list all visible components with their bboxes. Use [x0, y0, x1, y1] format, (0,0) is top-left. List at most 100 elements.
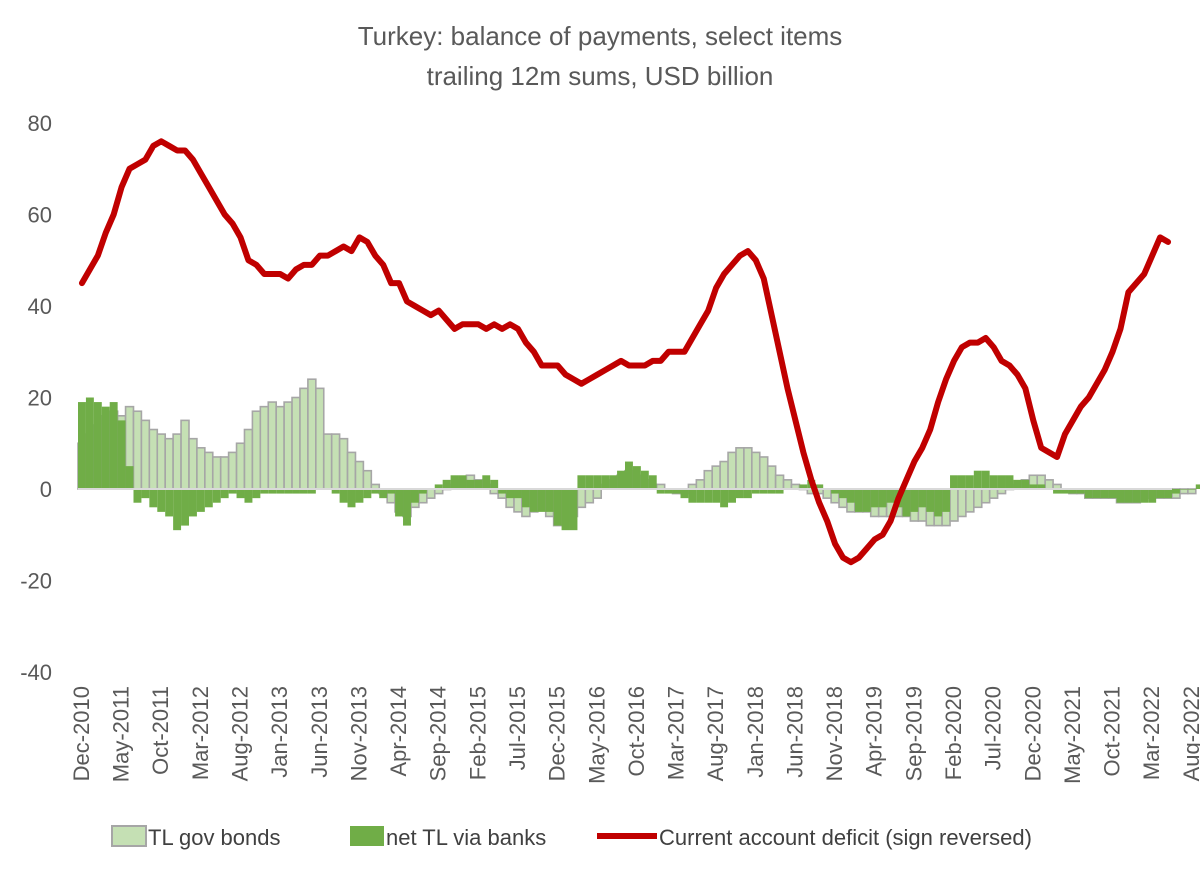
- y-tick-label: 20: [28, 386, 52, 411]
- bar-net-tl-via-banks: [553, 489, 562, 526]
- bar-tl-gov-bonds: [592, 488, 603, 499]
- bar-tl-gov-bonds: [727, 451, 737, 490]
- bar-tl-gov-bonds: [354, 460, 365, 490]
- bar-net-tl-via-banks: [989, 475, 998, 489]
- bar-net-tl-via-banks: [220, 489, 229, 499]
- bar-tl-gov-bonds: [751, 451, 761, 490]
- bar-net-tl-via-banks: [704, 489, 713, 503]
- bar-net-tl-via-banks: [1013, 479, 1022, 489]
- bar-net-tl-via-banks: [775, 489, 784, 494]
- series-net-tl-via-banks: [78, 397, 1200, 531]
- bar-tl-gov-bonds: [1044, 479, 1054, 490]
- x-tick-label: Dec-2010: [69, 686, 94, 781]
- bar-net-tl-via-banks: [529, 489, 538, 512]
- bar-net-tl-via-banks: [307, 489, 316, 494]
- bar-net-tl-via-banks: [181, 489, 189, 526]
- bar-net-tl-via-banks: [188, 489, 197, 517]
- bar-net-tl-via-banks: [252, 489, 261, 499]
- x-tick-label: Mar-2017: [664, 686, 689, 780]
- bar-net-tl-via-banks: [1068, 489, 1077, 494]
- bar-net-tl-via-banks: [1100, 489, 1109, 499]
- bar-tl-gov-bonds: [576, 488, 587, 509]
- bar-tl-gov-bonds: [426, 488, 436, 499]
- bar-net-tl-via-banks: [942, 489, 951, 512]
- bar-net-tl-via-banks: [957, 475, 966, 489]
- bar-net-tl-via-banks: [506, 489, 515, 499]
- bar-net-tl-via-banks: [561, 489, 570, 531]
- x-tick-label: Oct-2021: [1100, 686, 1125, 777]
- bar-tl-gov-bonds: [315, 387, 325, 490]
- bar-net-tl-via-banks: [1005, 475, 1014, 489]
- bar-net-tl-via-banks: [236, 489, 245, 499]
- x-tick-label: May-2016: [584, 686, 609, 784]
- series-current-account-deficit: [78, 138, 1172, 566]
- bar-net-tl-via-banks: [728, 489, 736, 503]
- bar-net-tl-via-banks: [672, 489, 681, 494]
- bar-net-tl-via-banks: [133, 489, 142, 503]
- bar-net-tl-via-banks: [1148, 489, 1157, 503]
- bar-net-tl-via-banks: [799, 484, 808, 489]
- x-tick-label: Sep-2019: [901, 686, 926, 781]
- bar-tl-gov-bonds: [307, 378, 317, 490]
- line-current-account-deficit: [78, 138, 1172, 566]
- bar-tl-gov-bonds: [148, 428, 159, 490]
- bar-net-tl-via-banks: [474, 479, 483, 489]
- x-tick-label: Feb-2015: [465, 686, 490, 780]
- bar-tl-gov-bonds: [196, 447, 206, 490]
- bar-net-tl-via-banks: [1195, 484, 1200, 489]
- y-tick-label: 80: [28, 111, 52, 136]
- bar-net-tl-via-banks: [886, 489, 895, 503]
- bar-net-tl-via-banks: [846, 489, 855, 503]
- bar-tl-gov-bonds: [965, 488, 975, 513]
- bar-net-tl-via-banks: [1172, 489, 1180, 494]
- bar-net-tl-via-banks: [173, 489, 182, 531]
- x-tick-label: Jan-2018: [743, 686, 768, 778]
- bar-tl-gov-bonds: [275, 405, 285, 490]
- bar-net-tl-via-banks: [854, 489, 863, 512]
- bar-net-tl-via-banks: [680, 489, 689, 499]
- bar-net-tl-via-banks: [593, 475, 602, 489]
- bar-net-tl-via-banks: [490, 479, 499, 489]
- bar-net-tl-via-banks: [228, 489, 237, 494]
- x-tick-label: Dec-2015: [545, 686, 570, 781]
- bar-net-tl-via-banks: [973, 470, 982, 489]
- bar-net-tl-via-banks: [878, 489, 887, 508]
- bar-tl-gov-bonds: [243, 428, 254, 490]
- bar-tl-gov-bonds: [766, 465, 777, 490]
- x-tick-label: Feb-2020: [941, 686, 966, 780]
- bar-net-tl-via-banks: [331, 489, 340, 494]
- bar-net-tl-via-banks: [1084, 489, 1093, 499]
- bar-net-tl-via-banks: [609, 475, 618, 489]
- bar-net-tl-via-banks: [157, 489, 166, 512]
- bar-net-tl-via-banks: [149, 489, 158, 508]
- bar-net-tl-via-banks: [735, 489, 744, 499]
- bar-net-tl-via-banks: [1187, 489, 1196, 490]
- x-tick-label: Jul-2015: [505, 686, 530, 770]
- bar-tl-gov-bonds: [338, 437, 349, 490]
- bar-net-tl-via-banks: [870, 489, 879, 508]
- bar-net-tl-via-banks: [1021, 479, 1030, 489]
- y-tick-label: 0: [40, 477, 52, 502]
- bar-net-tl-via-banks: [410, 489, 419, 503]
- bar-net-tl-via-banks: [759, 489, 768, 494]
- bar-net-tl-via-banks: [862, 489, 871, 512]
- bar-net-tl-via-banks: [664, 489, 673, 494]
- bar-net-tl-via-banks: [720, 489, 729, 508]
- bar-net-tl-via-banks: [918, 489, 927, 508]
- x-tick-label: Apr-2019: [862, 686, 887, 777]
- bar-tl-gov-bonds: [235, 442, 246, 490]
- bar-net-tl-via-banks: [601, 475, 610, 489]
- bar-net-tl-via-banks: [347, 489, 356, 508]
- bar-tl-gov-bonds: [164, 437, 174, 490]
- bar-net-tl-via-banks: [1116, 489, 1125, 503]
- bar-net-tl-via-banks: [268, 489, 277, 494]
- y-axis-ticks: 80 60 40 20 0 -20 -40: [20, 111, 52, 685]
- bar-tl-gov-bonds: [204, 451, 214, 490]
- bar-net-tl-via-banks: [466, 479, 475, 489]
- bar-net-tl-via-banks: [656, 489, 665, 494]
- bar-tl-gov-bonds: [346, 451, 357, 490]
- bar-tl-gov-bonds: [219, 456, 230, 490]
- x-tick-label: Aug-2017: [703, 686, 728, 781]
- x-axis-ticks: Dec-2010 May-2011 Oct-2011 Mar-2012 Aug-2012…: [69, 686, 1200, 784]
